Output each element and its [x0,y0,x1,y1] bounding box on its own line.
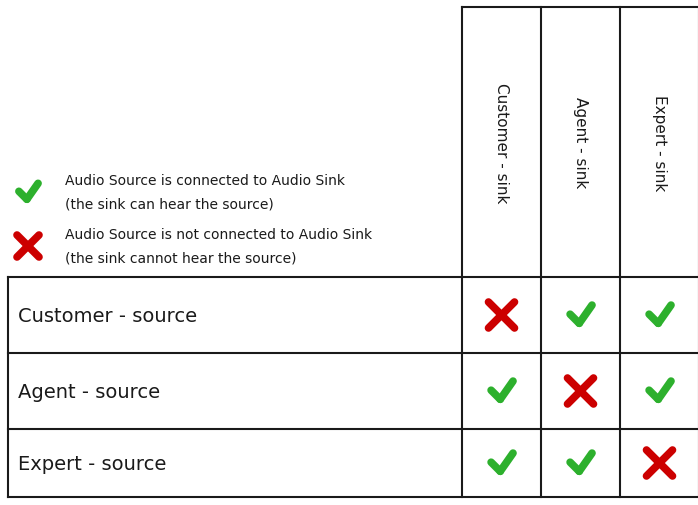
Text: Audio Source is connected to Audio Sink: Audio Source is connected to Audio Sink [65,174,345,188]
Text: Agent - sink: Agent - sink [573,97,588,188]
Text: Customer - sink: Customer - sink [494,83,509,203]
Text: Expert - source: Expert - source [18,453,166,473]
Text: Agent - source: Agent - source [18,382,160,400]
Text: (the sink cannot hear the source): (the sink cannot hear the source) [65,251,297,266]
Text: Customer - source: Customer - source [18,306,197,325]
Text: (the sink can hear the source): (the sink can hear the source) [65,197,274,212]
Text: Audio Source is not connected to Audio Sink: Audio Source is not connected to Audio S… [65,228,372,241]
Text: Expert - sink: Expert - sink [652,95,667,191]
